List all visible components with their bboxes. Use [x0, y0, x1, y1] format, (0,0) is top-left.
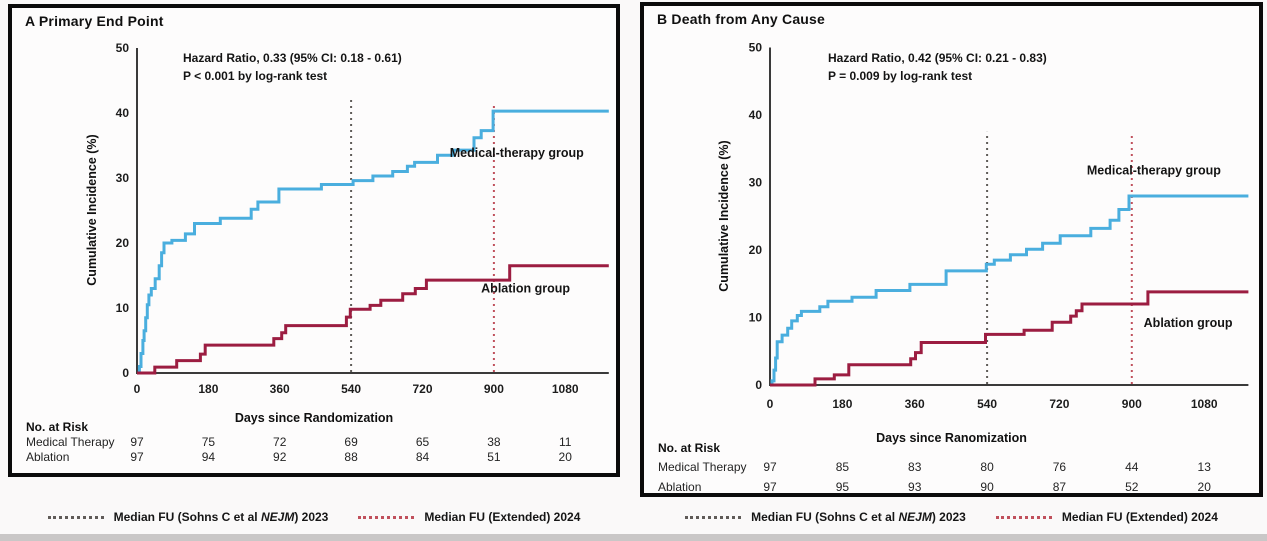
y-tick-label: 20: [749, 243, 763, 257]
risk-value: 97: [763, 480, 777, 493]
x-tick-label: 540: [977, 397, 997, 411]
x-tick-label: 1080: [1191, 397, 1218, 411]
risk-value: 80: [980, 460, 994, 474]
risk-row-label: Ablation: [26, 450, 69, 464]
risk-row-label: Ablation: [658, 480, 701, 493]
series-label-medical-therapy-group: Medical-therapy group: [450, 146, 584, 160]
y-tick-label: 0: [122, 366, 129, 380]
x-tick-label: 720: [412, 382, 432, 396]
risk-value: 69: [344, 435, 358, 449]
risk-value: 52: [1125, 480, 1139, 493]
panel-death-any-cause: 0 10 20 30 40 50 0 180 360 540 720 900 1080 Cumulativ…: [640, 2, 1263, 497]
y-tick-label: 30: [116, 171, 130, 185]
hazard-annotation-line: P < 0.001 by log-rank test: [183, 69, 327, 83]
hazard-annotation-line: P = 0.009 by log-rank test: [828, 69, 972, 83]
risk-row-label: Medical Therapy: [26, 435, 115, 449]
legend-item-median-fu-extended-2024: Median FU (Extended) 2024: [995, 510, 1218, 524]
risk-value: 11: [559, 435, 572, 449]
panel-a-title: A Primary End Point: [25, 13, 164, 29]
y-tick-label: 50: [116, 41, 130, 55]
risk-value: 44: [1125, 460, 1139, 474]
risk-value: 97: [763, 460, 777, 474]
legend-item-median-fu-sohns-2023: Median FU (Sohns C et al NEJM) 2023: [47, 510, 329, 524]
risk-value: 92: [273, 450, 287, 464]
risk-value: 95: [836, 480, 850, 493]
y-tick-label: 20: [116, 236, 130, 250]
curve-ablation-group: [770, 290, 1249, 387]
y-tick-label: 40: [749, 108, 763, 122]
legend-panel-a: Median FU (Sohns C et al NEJM) 2023 Media…: [8, 504, 620, 530]
x-tick-label: 360: [270, 382, 290, 396]
legend-panel-b: Median FU (Sohns C et al NEJM) 2023 Media…: [640, 504, 1263, 530]
risk-value: 88: [344, 450, 358, 464]
risk-value: 38: [487, 435, 501, 449]
risk-value: 65: [416, 435, 430, 449]
panel-primary-end-point: 0 10 20 30 40 50 0 180 360 540 720 900 1080 Cumulativ…: [8, 4, 620, 477]
series-label-ablation-group: Ablation group: [1144, 316, 1233, 330]
legend-label: Median FU (Sohns C et al NEJM) 2023: [113, 510, 329, 524]
curve-medical-therapy-group: [137, 109, 609, 375]
hazard-annotation-line: Hazard Ratio, 0.33 (95% CI: 0.18 - 0.61): [183, 51, 402, 65]
risk-value: 87: [1053, 480, 1067, 493]
dotted-line-swatch: [47, 515, 104, 519]
x-tick-label: 900: [1122, 397, 1142, 411]
risk-value: 90: [980, 480, 994, 493]
legend-item-median-fu-extended-2024: Median FU (Extended) 2024: [358, 510, 580, 524]
x-tick-label: 0: [134, 382, 141, 396]
y-tick-label: 40: [116, 106, 130, 120]
risk-value: 97: [130, 435, 144, 449]
km-chart-primary-end-point: 0 10 20 30 40 50 0 180 360 540 720 900 1080 Cumulativ…: [26, 41, 609, 464]
risk-value: 93: [908, 480, 922, 493]
curve-medical-therapy-group: [770, 194, 1249, 387]
y-axis-label: Cumulative Incidence (%): [717, 140, 731, 291]
legend-label: Median FU (Sohns C et al NEJM) 2023: [751, 510, 966, 524]
dotted-line-swatch: [995, 515, 1052, 519]
curve-ablation-group: [137, 264, 609, 375]
legend-label: Median FU (Extended) 2024: [424, 510, 581, 524]
x-tick-label: 0: [767, 397, 774, 411]
y-tick-label: 0: [755, 378, 762, 392]
y-tick-label: 10: [749, 311, 763, 325]
risk-value: 20: [559, 450, 573, 464]
legend-label: Median FU (Extended) 2024: [1061, 510, 1218, 524]
dotted-line-swatch: [358, 515, 415, 519]
panel-b-title: B Death from Any Cause: [657, 11, 826, 27]
risk-value: 75: [202, 435, 216, 449]
x-tick-label: 900: [484, 382, 504, 396]
dotted-line-swatch: [685, 515, 742, 519]
series-label-medical-therapy-group: Medical-therapy group: [1087, 163, 1221, 177]
x-tick-label: 540: [341, 382, 361, 396]
hazard-annotation-line: Hazard Ratio, 0.42 (95% CI: 0.21 - 0.83): [828, 51, 1047, 65]
y-axis-label: Cumulative Incidence (%): [85, 134, 99, 285]
km-chart-death-any-cause: 0 10 20 30 40 50 0 180 360 540 720 900 1080 Cumulativ…: [658, 41, 1249, 493]
y-tick-label: 30: [749, 176, 763, 190]
x-axis-label: Days since Randomization: [235, 411, 393, 425]
risk-value: 85: [836, 460, 850, 474]
series-label-ablation-group: Ablation group: [481, 281, 570, 295]
x-tick-label: 1080: [552, 382, 579, 396]
y-tick-label: 50: [749, 41, 763, 55]
x-tick-label: 180: [198, 382, 218, 396]
risk-value: 94: [202, 450, 216, 464]
x-axis-label: Days since Ranomization: [876, 431, 1027, 445]
risk-value: 84: [416, 450, 430, 464]
y-tick-label: 10: [116, 301, 130, 315]
risk-value: 72: [273, 435, 287, 449]
x-tick-label: 360: [905, 397, 925, 411]
risk-row-label: Medical Therapy: [658, 460, 747, 474]
bottom-strip: [0, 534, 1267, 541]
risk-table-header: No. at Risk: [26, 420, 88, 434]
risk-value: 97: [130, 450, 144, 464]
risk-value: 13: [1198, 460, 1212, 474]
risk-value: 83: [908, 460, 922, 474]
legend-item-median-fu-sohns-2023: Median FU (Sohns C et al NEJM) 2023: [685, 510, 966, 524]
risk-value: 76: [1053, 460, 1067, 474]
risk-value: 51: [487, 450, 501, 464]
x-tick-label: 180: [832, 397, 852, 411]
x-tick-label: 720: [1049, 397, 1069, 411]
risk-value: 20: [1198, 480, 1212, 493]
risk-table-header: No. at Risk: [658, 441, 720, 455]
